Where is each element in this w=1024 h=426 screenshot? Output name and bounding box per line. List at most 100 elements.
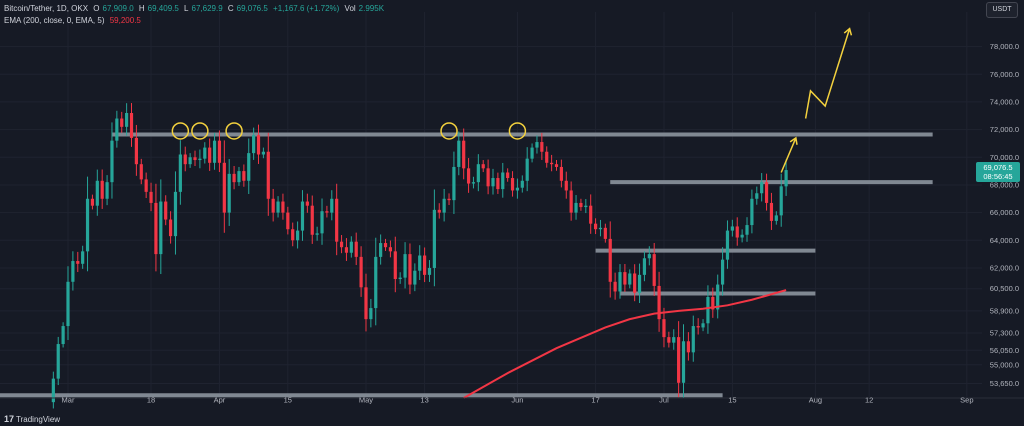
- price-tick-label: 70,000.0: [990, 153, 1019, 162]
- time-tick-label: Aug: [809, 396, 822, 405]
- candle-down: [623, 272, 627, 285]
- tradingview-logo-icon: 17: [4, 414, 15, 424]
- open-value: 67,909.0: [102, 4, 134, 13]
- candle-up: [457, 140, 461, 167]
- candle-up: [745, 225, 749, 235]
- candle-up: [159, 201, 163, 255]
- candle-up: [198, 158, 202, 161]
- candle-down: [120, 118, 124, 127]
- last-price-tag: 69,076.5 08:56:45: [976, 162, 1020, 183]
- candle-down: [608, 238, 612, 282]
- candle-down: [589, 205, 593, 224]
- candle-down: [579, 202, 583, 208]
- support-resistance-levels: [0, 132, 933, 398]
- candle-up: [672, 337, 676, 343]
- time-tick-label: 18: [147, 396, 155, 405]
- resistance-touch-circle: [440, 122, 458, 140]
- price-tick-label: 55,000.0: [990, 360, 1019, 369]
- ohlc-row: Bitcoin/Tether, 1D, OKX O 67,909.0 H 69,40…: [4, 3, 387, 15]
- time-tick-label: 12: [865, 396, 873, 405]
- tradingview-watermark[interactable]: 17 TradingView: [4, 414, 60, 424]
- close-value: 69,076.5: [236, 4, 268, 13]
- candle-down: [633, 273, 637, 293]
- candle-down: [447, 198, 451, 201]
- candle-up: [349, 241, 353, 253]
- candle-down: [335, 198, 339, 242]
- candle-down: [325, 211, 329, 213]
- candle-down: [76, 261, 80, 264]
- time-axis[interactable]: Mar 18 Apr 15 May 13 Jun 17 Jul 15 Aug 12 Sep: [0, 396, 1024, 405]
- candle-down: [545, 151, 549, 163]
- candle-down: [510, 178, 515, 191]
- high-value: 69,409.5: [147, 4, 179, 13]
- candle-down: [383, 243, 388, 248]
- currency-button[interactable]: USDT: [986, 2, 1018, 18]
- candle-down: [217, 140, 222, 163]
- candle-down: [90, 198, 95, 206]
- candle-down: [711, 297, 715, 310]
- candle-up: [716, 284, 720, 310]
- candle-up: [730, 226, 734, 231]
- price-axis-bg: [984, 0, 1024, 398]
- candle-up: [61, 326, 65, 345]
- price-tick-label: 78,000.0: [990, 42, 1019, 51]
- candle-up: [760, 182, 764, 194]
- resistance-touch-circle: [171, 122, 190, 140]
- high-label: H: [138, 4, 145, 13]
- candle-down: [164, 201, 168, 220]
- candle-up: [203, 147, 207, 159]
- candle-up: [628, 273, 632, 285]
- price-tick-label: 74,000.0: [990, 97, 1019, 106]
- candle-down: [208, 147, 212, 163]
- candle-down: [569, 190, 573, 213]
- candle-up: [379, 243, 383, 257]
- ema-label[interactable]: EMA (200, close, 0, EMA, 5): [4, 16, 105, 25]
- volume-value: 2.995K: [358, 4, 385, 13]
- candle-up: [681, 341, 686, 383]
- candle-up: [779, 186, 783, 216]
- candle-down: [339, 241, 344, 248]
- time-tick-label: Jun: [511, 396, 523, 405]
- candle-up: [105, 182, 109, 199]
- candle-up: [442, 198, 446, 213]
- watermark-text: TradingView: [16, 415, 61, 424]
- candle-up: [188, 157, 192, 165]
- candle-down: [686, 341, 690, 353]
- candle-down: [222, 162, 226, 213]
- candle-down: [305, 201, 309, 206]
- candle-up: [520, 180, 524, 188]
- candle-down: [286, 212, 290, 230]
- time-tick-label: Sep: [960, 396, 973, 405]
- candle-up: [85, 198, 90, 252]
- candle-up: [300, 201, 305, 231]
- candle-up: [81, 251, 85, 264]
- candle-down: [281, 201, 285, 213]
- candle-down: [423, 255, 427, 275]
- price-tick-label: 72,000.0: [990, 125, 1019, 134]
- time-tick-label: 17: [591, 396, 599, 405]
- time-tick-label: Mar: [62, 396, 75, 405]
- price-tick-label: 57,300.0: [990, 328, 1019, 337]
- resistance-touch-circle: [225, 122, 243, 140]
- candle-down: [256, 135, 261, 155]
- candle-down: [735, 226, 739, 238]
- candle-down: [242, 171, 246, 181]
- candle-down: [154, 202, 158, 255]
- candle-up: [374, 256, 378, 309]
- candle-up: [403, 254, 407, 278]
- candle-up: [252, 135, 256, 154]
- price-axis[interactable]: 53,650.0 55,000.0 56,050.0 57,300.0 58,900.0…: [984, 0, 1024, 398]
- ema-value: 59,200.5: [109, 16, 141, 25]
- candle-down: [291, 229, 295, 241]
- candle-down: [168, 219, 173, 237]
- candle-up: [173, 191, 178, 237]
- candle-down: [550, 162, 554, 165]
- projection-arrowhead: [843, 27, 853, 36]
- candle-down: [662, 319, 666, 338]
- candle-down: [388, 247, 393, 252]
- candle-up: [637, 274, 642, 293]
- candle-down: [554, 164, 559, 167]
- candle-up: [647, 254, 651, 259]
- symbol-label[interactable]: Bitcoin/Tether, 1D, OKX: [4, 4, 89, 13]
